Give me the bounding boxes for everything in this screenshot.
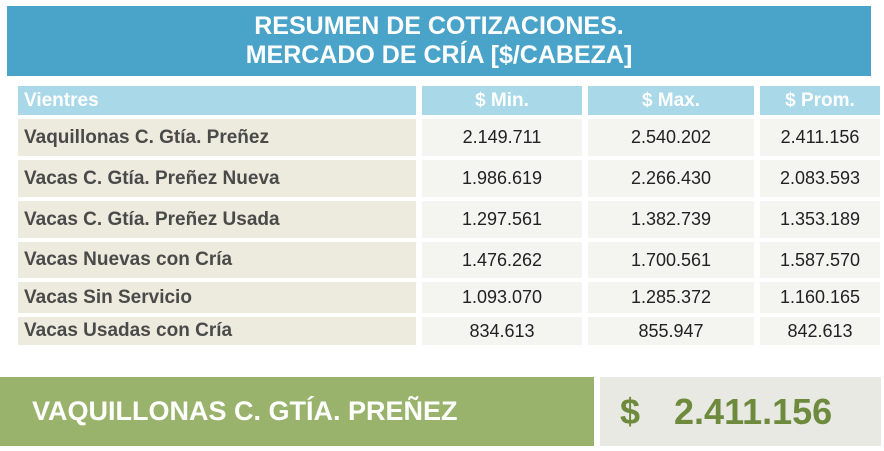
table-row: Vacas Usadas con Cría 834.613 855.947 84… xyxy=(18,317,880,345)
row-max: 2.266.430 xyxy=(588,160,754,197)
header-prom: $ Prom. xyxy=(760,86,880,115)
row-prom: 1.587.570 xyxy=(760,242,880,278)
table-row: Vaquillonas C. Gtía. Preñez 2.149.711 2.… xyxy=(18,119,880,156)
row-max: 1.700.561 xyxy=(588,242,754,278)
header-vientres: Vientres xyxy=(18,86,416,115)
quotes-table: Vientres $ Min. $ Max. $ Prom. Vaquillon… xyxy=(18,86,880,349)
row-min: 1.476.262 xyxy=(422,242,582,278)
header-min: $ Min. xyxy=(422,86,582,115)
currency-symbol: $ xyxy=(620,390,641,432)
row-max: 1.382.739 xyxy=(588,201,754,238)
table-row: Vacas Sin Servicio 1.093.070 1.285.372 1… xyxy=(18,282,880,313)
row-prom: 842.613 xyxy=(760,317,880,345)
row-prom: 1.160.165 xyxy=(760,282,880,313)
row-min: 2.149.711 xyxy=(422,119,582,156)
table-row: Vacas C. Gtía. Preñez Nueva 1.986.619 2.… xyxy=(18,160,880,197)
page-title: RESUMEN DE COTIZACIONES. MERCADO DE CRÍA… xyxy=(7,6,871,76)
title-line-1: RESUMEN DE COTIZACIONES. xyxy=(254,12,624,40)
table-row: Vacas Nuevas con Cría 1.476.262 1.700.56… xyxy=(18,242,880,278)
row-max: 1.285.372 xyxy=(588,282,754,313)
highlight-label: VAQUILLONAS C. GTÍA. PREÑEZ xyxy=(0,377,594,446)
row-name: Vacas Nuevas con Cría xyxy=(18,242,416,278)
row-prom: 2.083.593 xyxy=(760,160,880,197)
highlight-value-box: $ 2.411.156 xyxy=(600,377,881,446)
row-name: Vaquillonas C. Gtía. Preñez xyxy=(18,119,416,156)
row-min: 1.986.619 xyxy=(422,160,582,197)
row-max: 2.540.202 xyxy=(588,119,754,156)
row-prom: 2.411.156 xyxy=(760,119,880,156)
title-line-2: MERCADO DE CRÍA [$/CABEZA] xyxy=(245,41,633,69)
row-name: Vacas Usadas con Cría xyxy=(18,317,416,345)
header-max: $ Max. xyxy=(588,86,754,115)
row-min: 1.093.070 xyxy=(422,282,582,313)
table-header-row: Vientres $ Min. $ Max. $ Prom. xyxy=(18,86,880,115)
row-prom: 1.353.189 xyxy=(760,201,880,238)
row-min: 834.613 xyxy=(422,317,582,345)
highlight-value: 2.411.156 xyxy=(674,390,833,432)
row-name: Vacas C. Gtía. Preñez Nueva xyxy=(18,160,416,197)
row-min: 1.297.561 xyxy=(422,201,582,238)
table-row: Vacas C. Gtía. Preñez Usada 1.297.561 1.… xyxy=(18,201,880,238)
row-name: Vacas C. Gtía. Preñez Usada xyxy=(18,201,416,238)
row-max: 855.947 xyxy=(588,317,754,345)
row-name: Vacas Sin Servicio xyxy=(18,282,416,313)
